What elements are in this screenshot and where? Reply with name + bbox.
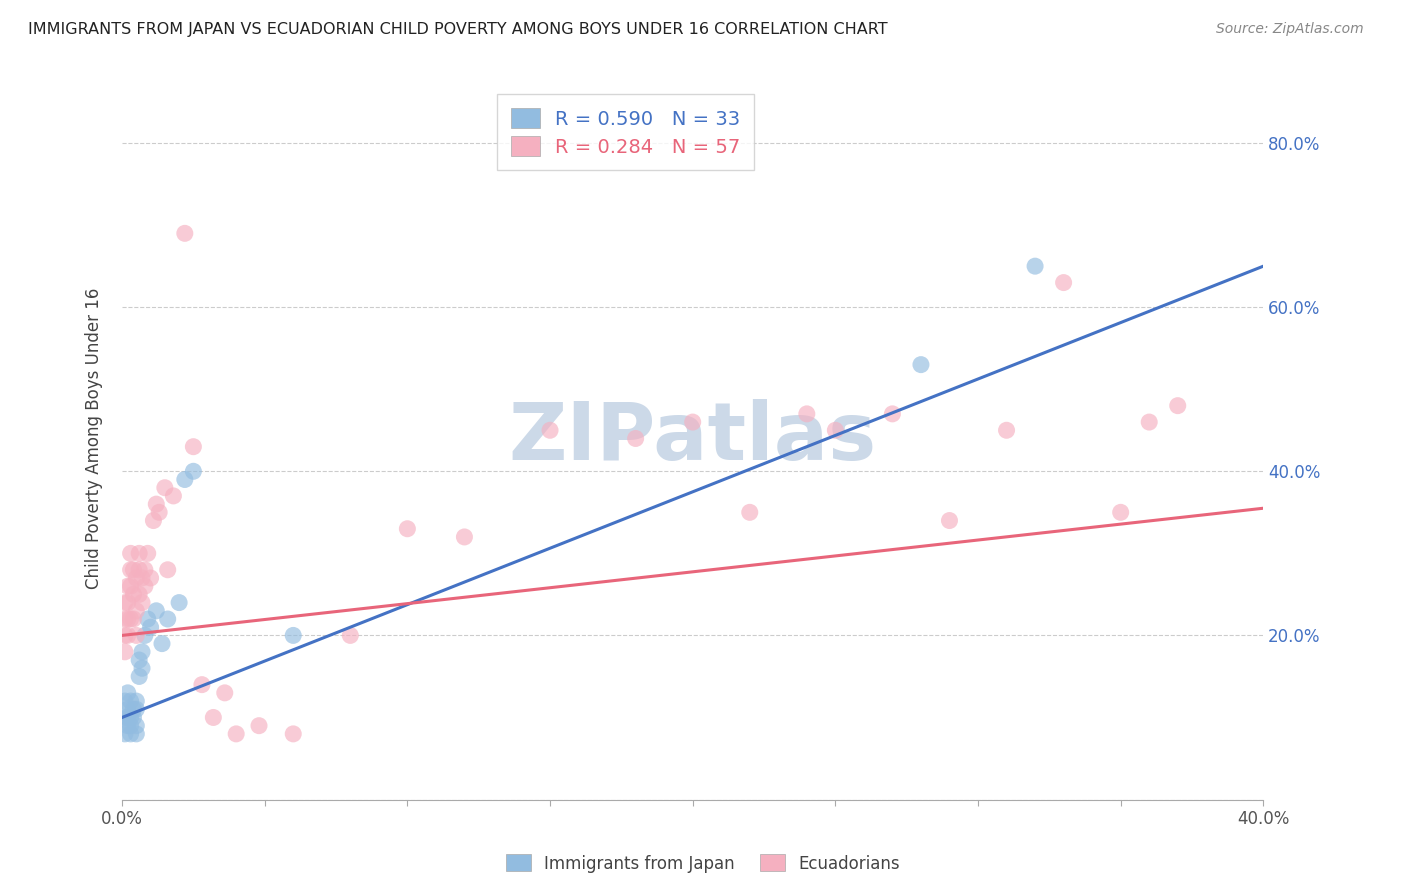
Point [128,587,150,601]
Point [156,612,179,626]
Point [910,358,932,372]
Legend: R = 0.590   N = 33, R = 0.284   N = 57: R = 0.590 N = 33, R = 0.284 N = 57 [496,95,754,170]
Point [117,719,139,733]
Point [191,678,214,692]
Point [938,514,960,528]
Point [120,563,142,577]
Point [139,620,162,634]
Point [134,563,156,577]
Point [120,579,142,593]
Point [145,604,167,618]
Point [131,661,153,675]
Point [183,440,205,454]
Point [995,423,1018,437]
Point [624,432,647,446]
Point [1024,259,1046,273]
Point [882,407,904,421]
Point [122,702,145,716]
Point [283,727,305,741]
Point [131,645,153,659]
Text: ZIPatlas: ZIPatlas [509,400,877,477]
Point [125,702,148,716]
Point [125,694,148,708]
Point [114,694,136,708]
Point [162,489,184,503]
Point [339,628,361,642]
Point [396,522,419,536]
Y-axis label: Child Poverty Among Boys Under 16: Child Poverty Among Boys Under 16 [86,288,103,590]
Point [120,694,142,708]
Point [117,612,139,626]
Point [145,497,167,511]
Point [538,423,561,437]
Legend: Immigrants from Japan, Ecuadorians: Immigrants from Japan, Ecuadorians [499,847,907,880]
Point [136,612,159,626]
Point [1167,399,1189,413]
Point [120,719,142,733]
Point [117,710,139,724]
Point [122,612,145,626]
Point [114,645,136,659]
Point [117,579,139,593]
Point [134,579,156,593]
Point [114,710,136,724]
Point [120,612,142,626]
Point [139,571,162,585]
Point [202,710,225,724]
Point [131,596,153,610]
Point [114,596,136,610]
Point [117,686,139,700]
Point [183,464,205,478]
Point [114,628,136,642]
Point [1109,505,1132,519]
Point [125,604,148,618]
Point [128,563,150,577]
Text: Source: ZipAtlas.com: Source: ZipAtlas.com [1216,22,1364,37]
Point [120,727,142,741]
Point [142,514,165,528]
Point [134,628,156,642]
Point [1052,276,1074,290]
Point [125,719,148,733]
Point [122,563,145,577]
Point [738,505,761,519]
Point [283,628,305,642]
Point [117,702,139,716]
Point [128,669,150,683]
Point [682,415,704,429]
Point [1137,415,1160,429]
Point [120,710,142,724]
Point [453,530,475,544]
Point [824,423,846,437]
Point [125,727,148,741]
Point [120,546,142,560]
Point [136,546,159,560]
Point [114,727,136,741]
Point [122,587,145,601]
Point [148,505,170,519]
Point [247,719,270,733]
Point [167,596,190,610]
Point [125,628,148,642]
Point [128,546,150,560]
Point [173,227,195,241]
Point [153,481,176,495]
Point [214,686,236,700]
Point [114,612,136,626]
Point [156,563,179,577]
Point [173,473,195,487]
Point [122,710,145,724]
Point [125,571,148,585]
Point [128,653,150,667]
Point [796,407,818,421]
Point [225,727,247,741]
Point [117,596,139,610]
Text: IMMIGRANTS FROM JAPAN VS ECUADORIAN CHILD POVERTY AMONG BOYS UNDER 16 CORRELATIO: IMMIGRANTS FROM JAPAN VS ECUADORIAN CHIL… [28,22,887,37]
Point [131,571,153,585]
Point [117,628,139,642]
Point [150,637,173,651]
